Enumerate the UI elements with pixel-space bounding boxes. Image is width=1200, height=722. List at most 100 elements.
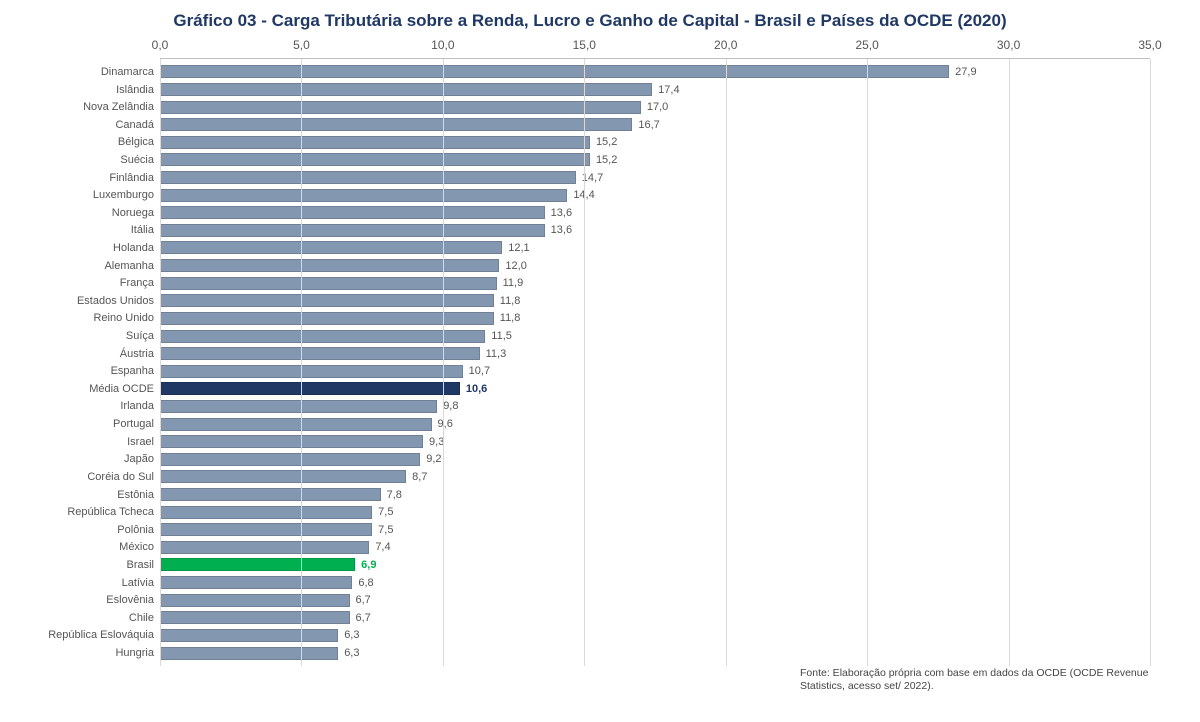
bar-category-label: Alemanha: [10, 260, 160, 272]
bar-row: Israel9,3: [160, 435, 1150, 448]
gridline: [301, 59, 302, 666]
bar-value-label: 7,8: [381, 489, 402, 501]
x-axis-tick: 30,0: [997, 38, 1020, 52]
bar-row: Reino Unido11,8: [160, 312, 1150, 325]
bar-value-label: 7,5: [372, 506, 393, 518]
bar-value-label: 12,0: [499, 260, 526, 272]
bar-row: Áustria11,3: [160, 347, 1150, 360]
bar-row: Suíça11,5: [160, 330, 1150, 343]
bar-category-label: Espanha: [10, 365, 160, 377]
x-axis-tick: 5,0: [293, 38, 310, 52]
bar: [160, 611, 350, 624]
bar-value-label: 7,5: [372, 524, 393, 536]
bar-value-label: 11,5: [485, 330, 512, 342]
bar-value-label: 16,7: [632, 119, 659, 131]
bar-category-label: Brasil: [10, 559, 160, 571]
bar-category-label: Latívia: [10, 577, 160, 589]
bar-category-label: Luxemburgo: [10, 189, 160, 201]
bar-value-label: 17,4: [652, 84, 679, 96]
bar-value-label: 9,8: [437, 400, 458, 412]
gridline: [726, 59, 727, 666]
bar-value-label: 6,9: [355, 559, 376, 571]
bar-category-label: Eslovênia: [10, 594, 160, 606]
bar: [160, 241, 502, 254]
bar: [160, 171, 576, 184]
bar-row: Chile6,7: [160, 611, 1150, 624]
bar-row: Nova Zelândia17,0: [160, 101, 1150, 114]
bar-value-label: 9,3: [423, 436, 444, 448]
bar-value-label: 11,9: [497, 277, 524, 289]
bar-value-label: 6,7: [350, 612, 371, 624]
bar-category-label: Estônia: [10, 489, 160, 501]
bar-row: República Eslováquia6,3: [160, 629, 1150, 642]
bar-row: Portugal9,6: [160, 418, 1150, 431]
bar-category-label: Coréia do Sul: [10, 471, 160, 483]
bar: [160, 259, 499, 272]
bar: [160, 101, 641, 114]
bar-category-label: Japão: [10, 453, 160, 465]
bar-category-label: Finlândia: [10, 172, 160, 184]
bar-row: Bélgica15,2: [160, 136, 1150, 149]
source-note: Fonte: Elaboração própria com base em da…: [800, 667, 1160, 694]
bar-row: Holanda12,1: [160, 241, 1150, 254]
bar-value-label: 10,6: [460, 383, 487, 395]
bar: [160, 418, 432, 431]
bar-value-label: 14,4: [567, 189, 594, 201]
bar-category-label: Irlanda: [10, 400, 160, 412]
bar-row: Estados Unidos11,8: [160, 294, 1150, 307]
bar-row: Dinamarca27,9: [160, 65, 1150, 78]
bar-value-label: 14,7: [576, 172, 603, 184]
gridline: [160, 59, 161, 666]
bar-category-label: Estados Unidos: [10, 295, 160, 307]
bar: [160, 83, 652, 96]
bar-value-label: 6,7: [350, 594, 371, 606]
bar-category-label: Canadá: [10, 119, 160, 131]
bar-row: Irlanda9,8: [160, 400, 1150, 413]
bar-category-label: Portugal: [10, 418, 160, 430]
bar: [160, 65, 949, 78]
bar-row: México7,4: [160, 541, 1150, 554]
bar-category-label: Islândia: [10, 84, 160, 96]
gridline: [1009, 59, 1010, 666]
x-axis-tick: 25,0: [855, 38, 878, 52]
bar-row: República Tcheca7,5: [160, 506, 1150, 519]
bar-row: Islândia17,4: [160, 83, 1150, 96]
bar-category-label: Reino Unido: [10, 312, 160, 324]
bar-row: Coréia do Sul8,7: [160, 470, 1150, 483]
bar: [160, 224, 545, 237]
bar-value-label: 11,8: [494, 295, 521, 307]
bar: [160, 506, 372, 519]
bar-row: Alemanha12,0: [160, 259, 1150, 272]
bar: [160, 523, 372, 536]
plot-area: Dinamarca27,9 Islândia17,4 Nova Zelândia17…: [160, 58, 1150, 666]
bar: [160, 330, 485, 343]
chart-title: Gráfico 03 - Carga Tributária sobre a Re…: [10, 10, 1170, 32]
bar-value-label: 13,6: [545, 224, 572, 236]
bar-category-label: Suécia: [10, 154, 160, 166]
bar-category-label: Dinamarca: [10, 66, 160, 78]
bar: [160, 488, 381, 501]
bar-row: Polônia7,5: [160, 523, 1150, 536]
x-axis-tick: 0,0: [152, 38, 169, 52]
bar-category-label: México: [10, 541, 160, 553]
bar: [160, 435, 423, 448]
gridline: [443, 59, 444, 666]
x-axis-tick: 10,0: [431, 38, 454, 52]
bar-row: Espanha10,7: [160, 365, 1150, 378]
bar-category-label: Média OCDE: [10, 383, 160, 395]
bar-value-label: 13,6: [545, 207, 572, 219]
bar-category-label: Holanda: [10, 242, 160, 254]
bar-value-label: 10,7: [463, 365, 490, 377]
bar-row: Noruega13,6: [160, 206, 1150, 219]
bar-value-label: 9,2: [420, 453, 441, 465]
bar-row: Brasil6,9: [160, 558, 1150, 571]
bar: [160, 365, 463, 378]
bar: [160, 347, 480, 360]
bar-value-label: 15,2: [590, 154, 617, 166]
x-axis-tick: 20,0: [714, 38, 737, 52]
x-axis-tick: 35,0: [1138, 38, 1161, 52]
bar-value-label: 27,9: [949, 66, 976, 78]
bar-value-label: 8,7: [406, 471, 427, 483]
bar-value-label: 12,1: [502, 242, 529, 254]
bar: [160, 470, 406, 483]
